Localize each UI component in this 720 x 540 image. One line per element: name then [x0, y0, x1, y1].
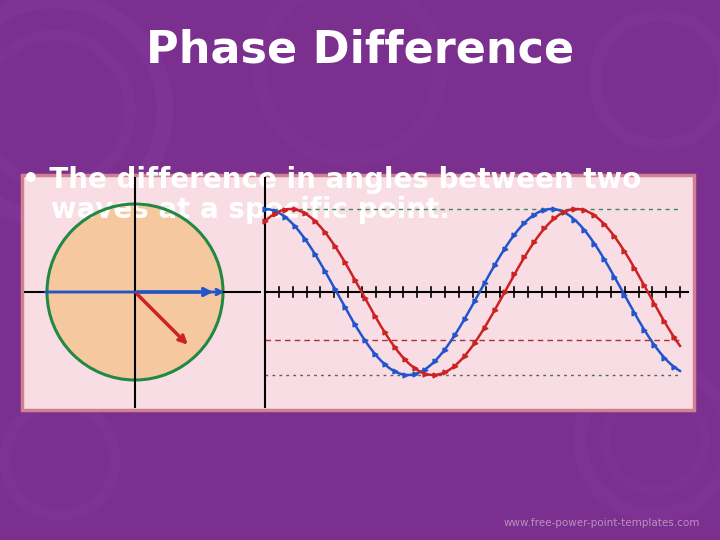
Text: www.free-power-point-templates.com: www.free-power-point-templates.com [503, 518, 700, 528]
Bar [22, 175, 694, 410]
Circle shape [47, 204, 223, 380]
Text: Phase Difference: Phase Difference [146, 29, 574, 71]
Text: waves at a specific point.: waves at a specific point. [22, 196, 450, 224]
Text: • The difference in angles between two: • The difference in angles between two [22, 166, 642, 194]
